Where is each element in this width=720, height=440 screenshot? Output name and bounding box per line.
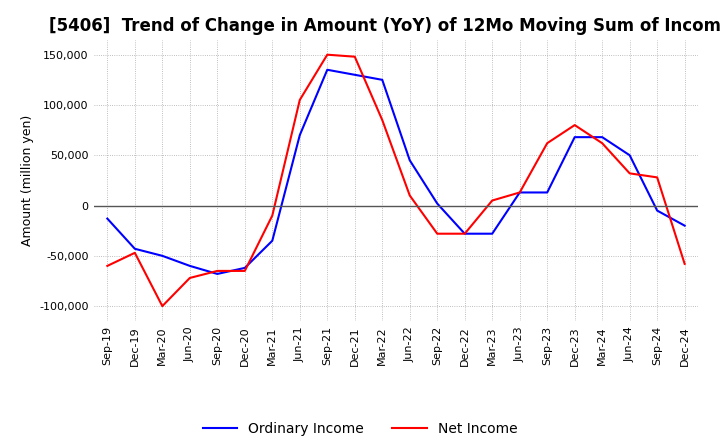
Ordinary Income [103,216,112,221]
Y-axis label: Amount (million yen): Amount (million yen) [21,115,34,246]
Ordinary Income [240,265,249,271]
Net Income [213,268,222,274]
Net Income [626,171,634,176]
Ordinary Income [543,190,552,195]
Net Income [488,198,497,203]
Ordinary Income [680,223,689,228]
Ordinary Income [130,246,139,251]
Net Income [570,122,579,128]
Ordinary Income [516,190,524,195]
Ordinary Income [378,77,387,82]
Ordinary Income [351,72,359,77]
Ordinary Income [488,231,497,236]
Net Income [130,250,139,256]
Net Income [433,231,441,236]
Net Income [103,263,112,268]
Net Income [268,213,276,218]
Ordinary Income [626,153,634,158]
Net Income [405,193,414,198]
Net Income [516,190,524,195]
Net Income [295,97,304,103]
Ordinary Income [213,271,222,277]
Net Income [460,231,469,236]
Ordinary Income [405,158,414,163]
Legend: Ordinary Income, Net Income: Ordinary Income, Net Income [197,417,523,440]
Ordinary Income [598,135,606,140]
Net Income [378,117,387,123]
Ordinary Income [653,208,662,213]
Line: Ordinary Income: Ordinary Income [107,70,685,274]
Ordinary Income [186,263,194,268]
Net Income [351,54,359,59]
Net Income [598,140,606,146]
Net Income [186,275,194,281]
Net Income [158,304,166,309]
Title: [5406]  Trend of Change in Amount (YoY) of 12Mo Moving Sum of Incomes: [5406] Trend of Change in Amount (YoY) o… [50,17,720,35]
Net Income [653,175,662,180]
Net Income [543,140,552,146]
Line: Net Income: Net Income [107,55,685,306]
Ordinary Income [433,201,441,206]
Net Income [680,261,689,267]
Ordinary Income [460,231,469,236]
Ordinary Income [158,253,166,258]
Ordinary Income [268,238,276,243]
Net Income [240,268,249,274]
Ordinary Income [295,132,304,138]
Net Income [323,52,332,57]
Ordinary Income [570,135,579,140]
Ordinary Income [323,67,332,73]
